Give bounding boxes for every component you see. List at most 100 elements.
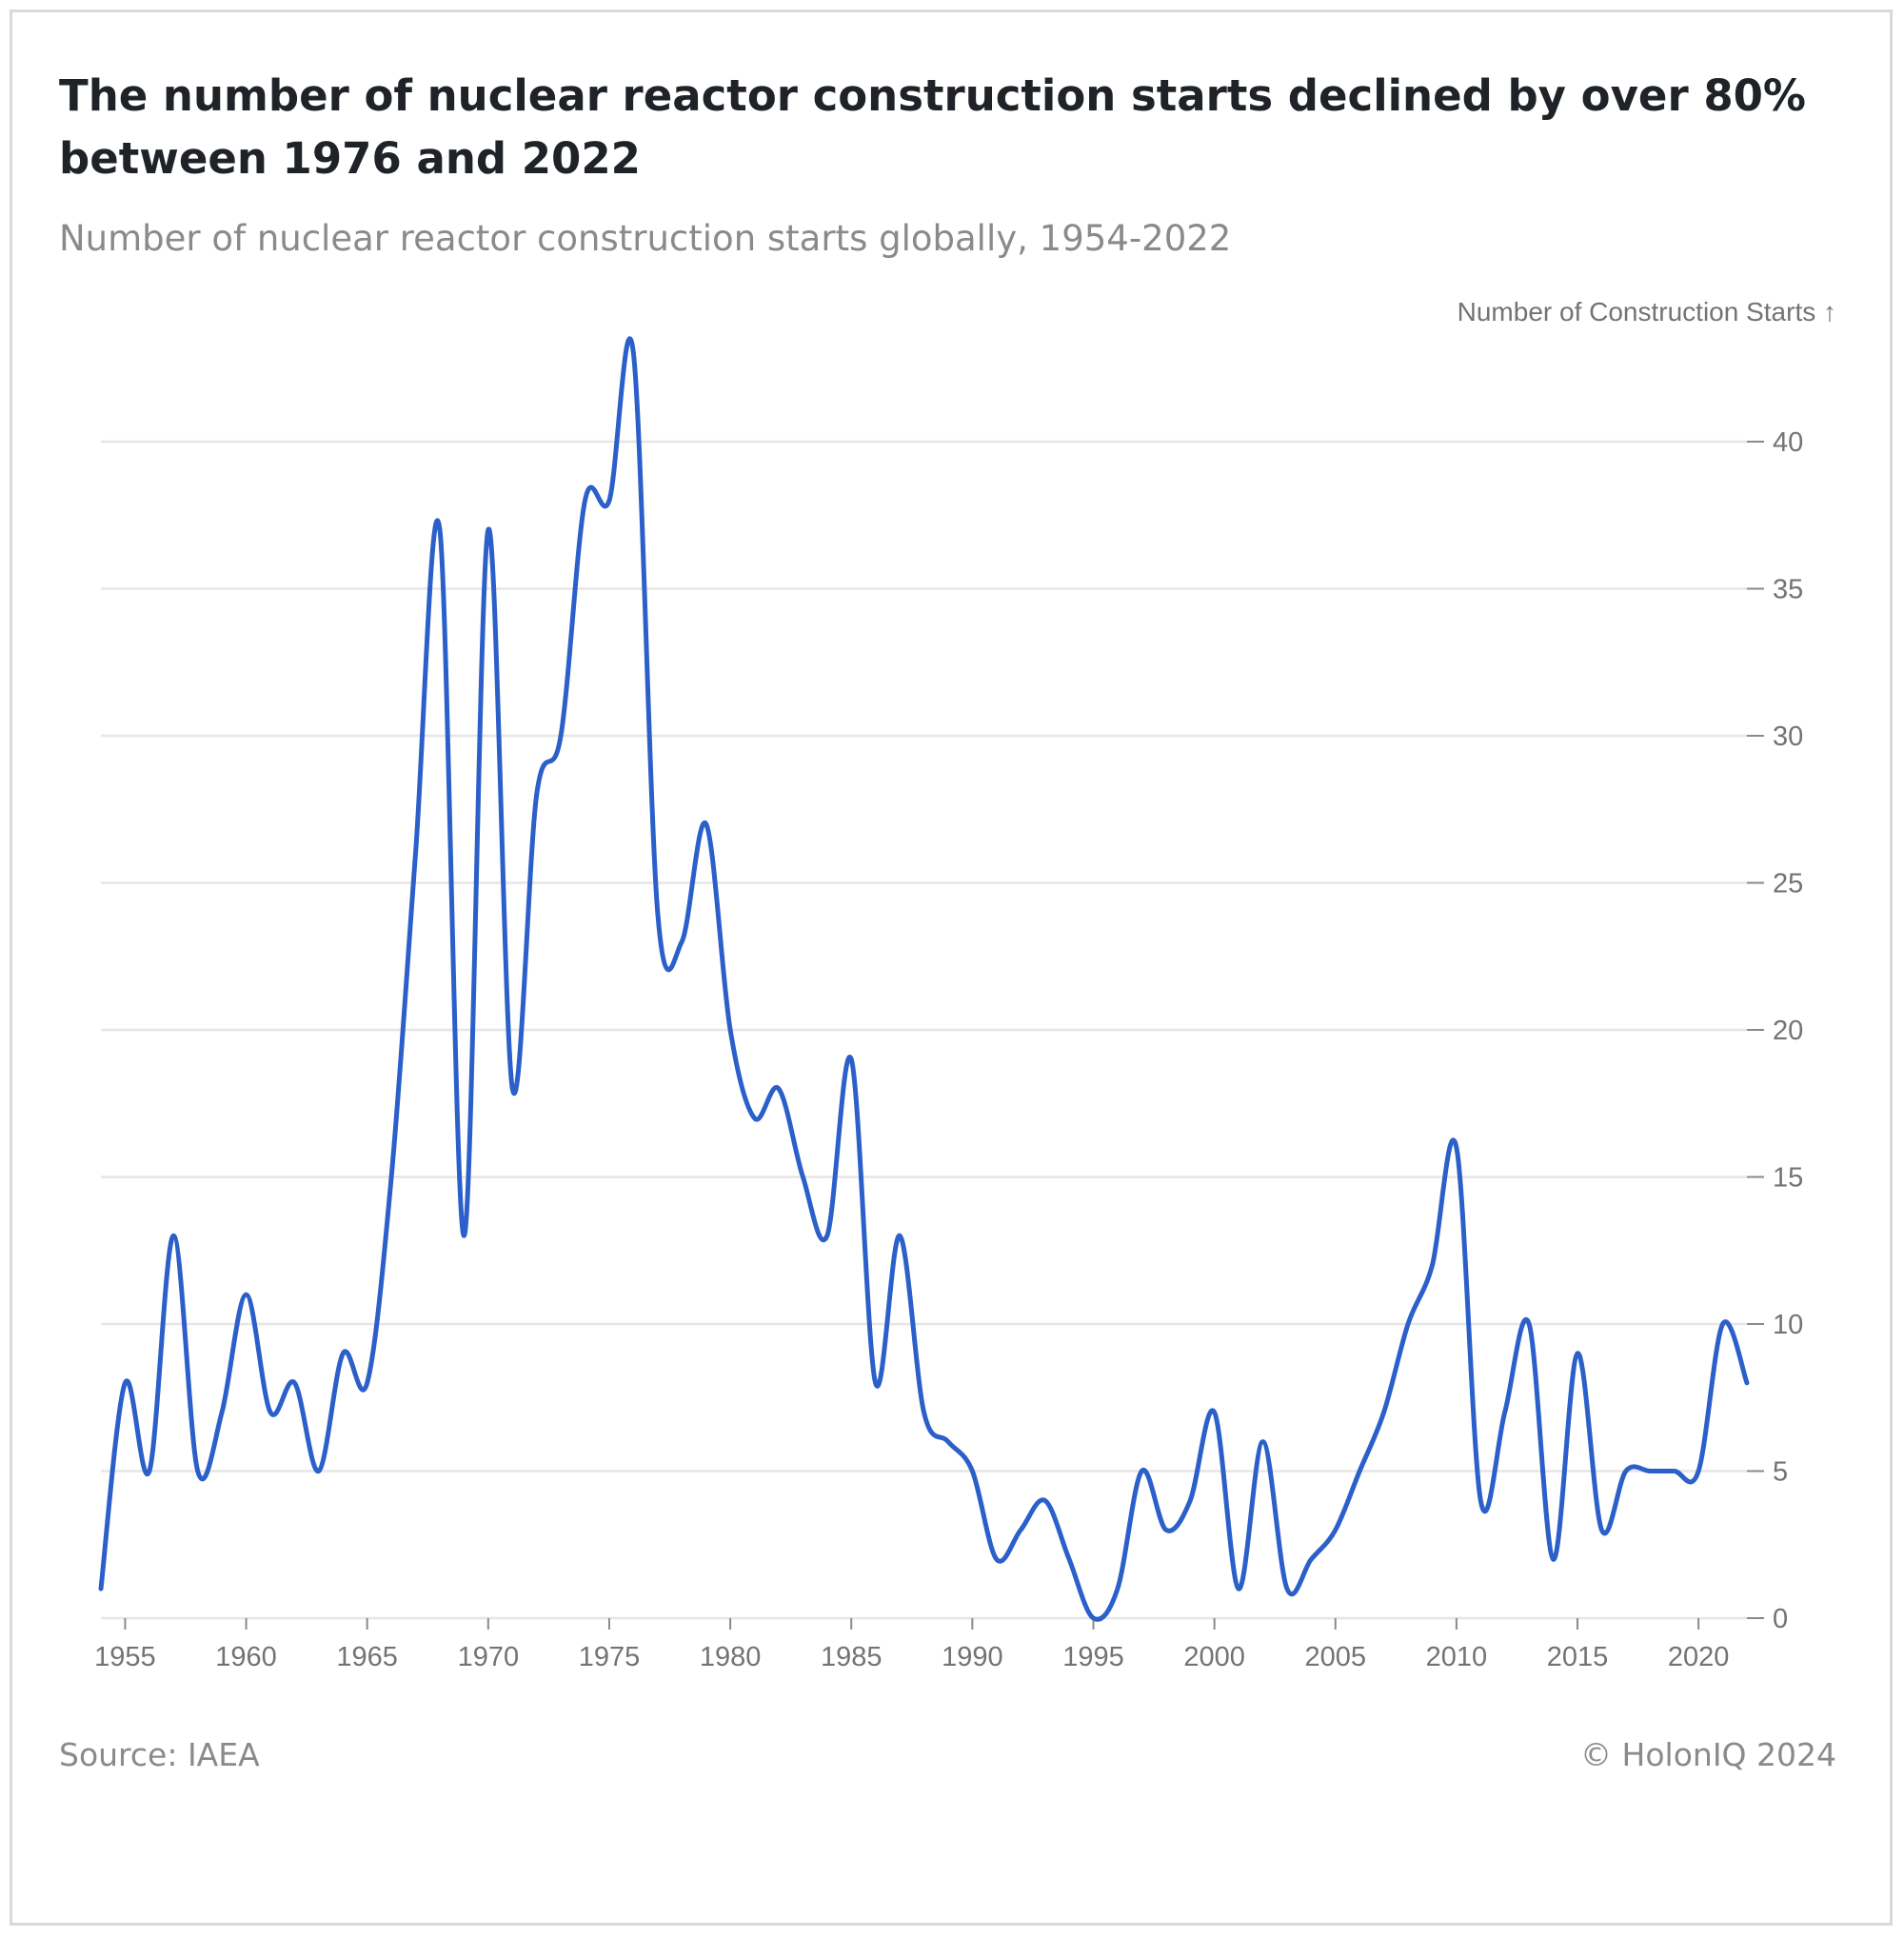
data-point: [727, 1027, 733, 1033]
x-tick-label: 1995: [1062, 1642, 1124, 1672]
data-point: [1381, 1410, 1387, 1415]
data-point: [630, 350, 636, 356]
data-point: [316, 1469, 322, 1474]
data-point: [655, 909, 661, 915]
gridlines: [101, 440, 1747, 1620]
data-point: [1598, 1527, 1604, 1532]
data-point: [340, 1351, 346, 1356]
data-point: [752, 1116, 758, 1121]
data-point: [606, 498, 612, 504]
data-point: [1066, 1556, 1072, 1562]
data-point: [704, 821, 709, 827]
data-point: [147, 1469, 152, 1474]
data-point: [413, 851, 419, 857]
y-tick-label: 10: [1773, 1310, 1803, 1340]
data-point: [558, 733, 564, 739]
series-line: [98, 336, 1750, 1622]
data-point: [1551, 1556, 1557, 1562]
data-point: [1357, 1469, 1362, 1474]
data-point: [1163, 1527, 1169, 1532]
data-point: [945, 1439, 951, 1445]
data-point: [437, 527, 443, 533]
data-point: [1623, 1469, 1629, 1474]
data-point: [291, 1380, 297, 1386]
data-point: [1429, 1262, 1435, 1268]
data-point: [1333, 1527, 1339, 1532]
x-tick-label: 1985: [821, 1642, 883, 1672]
x-tick-label: 1955: [94, 1642, 156, 1672]
data-point: [679, 939, 684, 944]
x-tick-label: 1980: [700, 1642, 762, 1672]
data-point: [1042, 1497, 1048, 1503]
data-point: [1575, 1351, 1580, 1356]
data-point: [1187, 1497, 1193, 1503]
data-point: [994, 1556, 1000, 1562]
series-group: [98, 336, 1750, 1622]
data-point: [1502, 1410, 1508, 1415]
data-point: [969, 1469, 975, 1474]
data-point: [583, 498, 588, 504]
x-tick-label: 2010: [1426, 1642, 1488, 1672]
y-tick-label: 40: [1773, 427, 1803, 458]
data-point: [1139, 1469, 1144, 1474]
data-point: [848, 1057, 854, 1062]
y-tick-label: 15: [1773, 1163, 1803, 1194]
data-point: [170, 1233, 176, 1238]
data-point: [1115, 1586, 1121, 1591]
data-point: [1284, 1586, 1290, 1591]
y-tick-label: 0: [1773, 1604, 1788, 1634]
x-tick-label: 1965: [336, 1642, 398, 1672]
y-tick-label: 35: [1773, 575, 1803, 605]
data-point: [365, 1380, 370, 1386]
x-axis: 1955 1960 1965 1970 1975 1980 1985 1990 1995 2000…: [94, 1618, 1729, 1672]
data-point: [1672, 1469, 1677, 1474]
x-tick-label: 1990: [942, 1642, 1003, 1672]
data-point: [1647, 1469, 1653, 1474]
x-tick-label: 2015: [1547, 1642, 1609, 1672]
data-point: [1212, 1410, 1218, 1415]
x-tick-label: 2020: [1668, 1642, 1730, 1672]
data-point: [1478, 1497, 1483, 1503]
x-tick-label: 2005: [1304, 1642, 1366, 1672]
data-point: [1526, 1321, 1532, 1327]
y-tick-label: 25: [1773, 869, 1803, 899]
y-tick-label: 30: [1773, 721, 1803, 752]
data-point: [922, 1410, 927, 1415]
chart-title: The number of nuclear reactor constructi…: [59, 70, 1807, 184]
data-point: [461, 1233, 466, 1238]
data-point: [1018, 1527, 1023, 1532]
y-tick-label: 5: [1773, 1457, 1788, 1488]
data-point: [873, 1380, 879, 1386]
data-point: [1090, 1615, 1096, 1621]
data-point: [897, 1233, 902, 1238]
data-point: [776, 1086, 782, 1092]
y-axis: 0 5 10 15 20 25 30 35 40: [1747, 427, 1803, 1634]
data-point: [1405, 1321, 1411, 1327]
data-point: [122, 1380, 128, 1386]
data-point: [244, 1292, 249, 1297]
data-point: [1259, 1439, 1265, 1445]
data-point: [1720, 1321, 1726, 1327]
data-point: [219, 1410, 225, 1415]
data-point: [534, 792, 540, 798]
data-point: [1454, 1145, 1459, 1151]
x-tick-label: 1975: [579, 1642, 641, 1672]
data-point: [824, 1233, 830, 1238]
y-axis-title: Number of Construction Starts ↑: [1457, 297, 1836, 326]
data-point: [486, 527, 491, 533]
chart-card: [10, 10, 1893, 1926]
data-point: [1744, 1380, 1750, 1386]
data-point: [509, 1086, 515, 1092]
data-point: [1236, 1586, 1241, 1591]
x-tick-label: 1960: [215, 1642, 277, 1672]
data-point: [1696, 1469, 1701, 1474]
x-tick-label: 1970: [458, 1642, 520, 1672]
source-note: Source: IAEA: [59, 1736, 260, 1773]
data-point: [98, 1586, 104, 1591]
data-point: [268, 1410, 273, 1415]
copyright-note: © HolonIQ 2024: [1580, 1736, 1836, 1773]
data-point: [388, 1175, 394, 1180]
data-point: [1308, 1556, 1314, 1562]
y-tick-label: 20: [1773, 1016, 1803, 1046]
